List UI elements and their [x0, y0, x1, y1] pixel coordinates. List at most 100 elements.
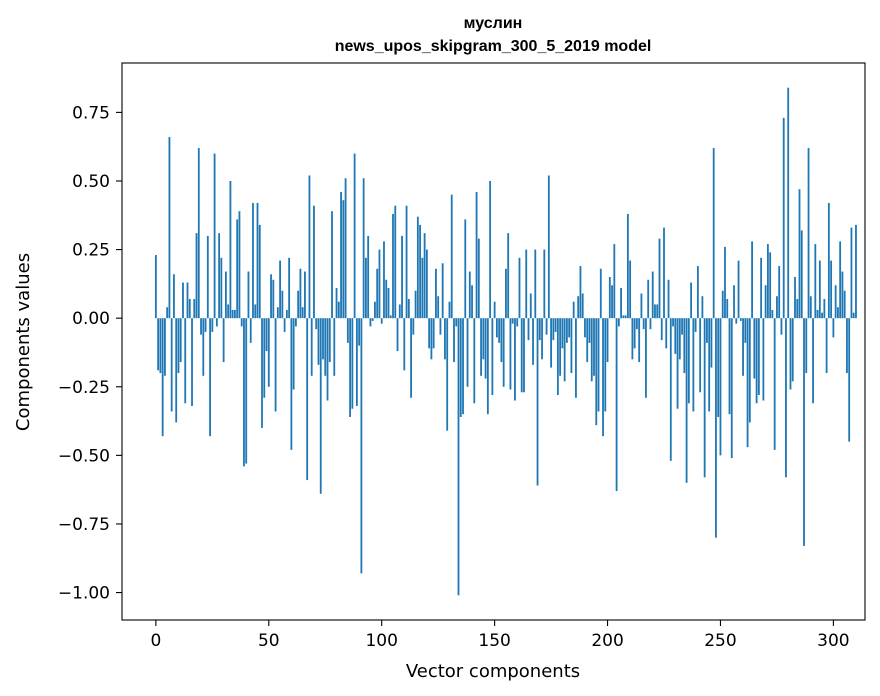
- bar-4: [164, 318, 166, 376]
- y-axis-label: Components values: [13, 253, 34, 431]
- bar-69: [310, 318, 313, 376]
- bar-28: [218, 233, 221, 319]
- bar-122: [430, 318, 433, 360]
- bar-140: [471, 285, 473, 319]
- bar-267: [757, 318, 760, 396]
- bar-190: [584, 318, 586, 338]
- bar-2: [159, 318, 162, 374]
- bar-103: [387, 288, 390, 319]
- bar-56: [281, 290, 284, 319]
- bar-54: [276, 307, 279, 319]
- bar-234: [683, 318, 686, 374]
- bar-53: [274, 318, 277, 412]
- bar-281: [789, 318, 792, 390]
- bar-236: [687, 318, 690, 404]
- bar-188: [579, 266, 582, 319]
- bar-171: [541, 318, 543, 360]
- bar-226: [665, 318, 668, 349]
- bar-86: [349, 318, 351, 417]
- bar-5: [166, 307, 169, 319]
- bar-95: [369, 318, 372, 327]
- bar-305: [843, 290, 846, 319]
- bar-36: [236, 219, 239, 319]
- bar-127: [441, 263, 444, 319]
- bar-94: [367, 235, 370, 319]
- bar-39: [243, 318, 245, 467]
- bar-37: [238, 211, 241, 319]
- bar-14: [186, 282, 189, 319]
- x-axis-label: Vector components: [406, 661, 580, 682]
- bar-215: [640, 293, 643, 319]
- bar-series: [154, 87, 857, 596]
- bar-298: [827, 202, 830, 319]
- bar-183: [568, 318, 571, 338]
- bar-194: [593, 318, 595, 376]
- y-tick-label: −0.25: [58, 378, 110, 398]
- bar-7: [170, 318, 173, 412]
- bar-276: [778, 266, 781, 319]
- bar-155: [505, 268, 507, 319]
- bar-65: [301, 307, 304, 319]
- bar-297: [825, 318, 828, 374]
- bar-247: [712, 148, 715, 319]
- bar-219: [649, 318, 652, 330]
- bar-157: [509, 318, 512, 390]
- bar-170: [538, 318, 541, 341]
- bar-142: [475, 191, 478, 319]
- chart-subtitle: news_upos_skipgram_300_5_2019 model: [335, 38, 652, 55]
- bar-81: [337, 301, 340, 319]
- bar-162: [520, 318, 523, 393]
- bar-230: [674, 318, 677, 354]
- bar-167: [532, 318, 534, 365]
- bar-3: [161, 318, 164, 437]
- bar-174: [547, 175, 550, 319]
- bar-249: [717, 318, 720, 417]
- x-tick-label: 300: [817, 631, 849, 651]
- bar-50: [267, 318, 270, 387]
- bar-204: [615, 318, 618, 492]
- bar-231: [676, 318, 679, 409]
- bar-104: [389, 315, 392, 319]
- bar-259: [739, 318, 742, 321]
- bar-251: [721, 290, 724, 319]
- bar-245: [708, 318, 711, 412]
- bar-32: [227, 304, 230, 319]
- bar-168: [534, 249, 537, 319]
- y-tick-label: 0.00: [72, 309, 110, 329]
- bar-197: [599, 268, 602, 319]
- bar-293: [816, 309, 819, 319]
- bar-285: [798, 189, 801, 319]
- bar-270: [764, 285, 767, 319]
- bar-120: [425, 249, 428, 319]
- x-tick-label: 50: [258, 631, 280, 651]
- bar-300: [832, 318, 835, 338]
- bar-30: [222, 318, 225, 363]
- bar-8: [173, 274, 175, 319]
- bar-181: [563, 318, 566, 382]
- bar-271: [766, 244, 769, 319]
- bar-129: [446, 318, 449, 431]
- bar-278: [782, 117, 785, 319]
- bar-147: [486, 318, 489, 415]
- bar-45: [256, 202, 259, 319]
- bar-33: [229, 180, 232, 319]
- bar-263: [748, 318, 751, 423]
- bar-214: [638, 318, 641, 363]
- y-tick-label: −1.00: [58, 584, 110, 604]
- x-tick-label: 200: [591, 631, 623, 651]
- bar-83: [342, 200, 345, 319]
- bar-192: [588, 318, 591, 343]
- bar-179: [559, 318, 562, 376]
- chart-title: муслин: [464, 15, 523, 32]
- bar-132: [453, 318, 455, 363]
- bar-252: [724, 246, 726, 319]
- bar-283: [794, 277, 796, 319]
- bar-257: [735, 318, 738, 324]
- bar-130: [448, 301, 451, 319]
- bar-282: [791, 318, 794, 382]
- bar-279: [785, 318, 787, 478]
- bar-148: [489, 180, 492, 319]
- bar-233: [681, 318, 683, 335]
- bar-43: [252, 202, 254, 319]
- bar-96: [371, 318, 374, 321]
